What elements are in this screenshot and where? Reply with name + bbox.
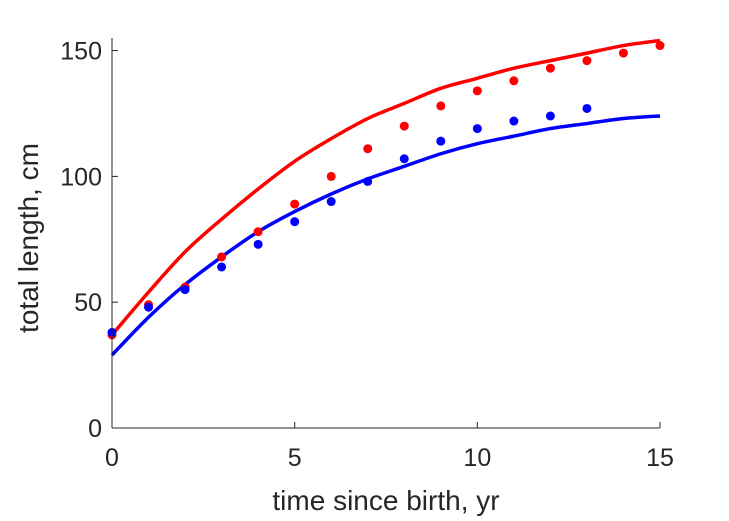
data-point [144,302,154,312]
data-point [290,199,300,209]
data-point [655,41,665,51]
x-tick-label: 0 [105,444,119,472]
data-point [545,111,555,121]
data-point [399,154,409,164]
x-tick-label: 5 [288,444,302,472]
data-point [363,144,373,154]
y-tick-label: 0 [88,415,102,443]
data-point [618,48,628,58]
data-point [509,76,519,86]
data-point [253,227,263,237]
data-point [399,121,409,131]
data-point [290,217,300,227]
data-point [436,101,446,111]
y-axis-label: total length, cm [13,143,44,333]
data-point [326,171,336,181]
data-point [472,86,482,96]
fit-curve [110,114,661,357]
plot-area [107,38,665,357]
x-tick-label: 10 [463,444,491,472]
data-point [217,252,227,262]
data-point [326,197,336,207]
data-point [217,262,227,272]
y-tick-label: 100 [60,163,102,191]
y-tick-label: 50 [74,289,102,317]
data-point [180,285,190,295]
x-axis-label: time since birth, yr [272,485,499,516]
data-point [582,56,592,66]
data-point [582,103,592,113]
x-tick-label: 15 [646,444,674,472]
fit-curve [110,38,661,337]
data-point [472,124,482,134]
y-tick-label: 150 [60,38,102,66]
data-point [509,116,519,126]
data-point [253,239,263,249]
data-point [436,136,446,146]
data-point [363,176,373,186]
data-point [545,63,555,73]
